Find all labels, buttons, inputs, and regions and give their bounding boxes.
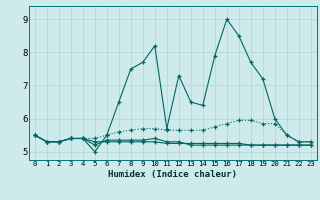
X-axis label: Humidex (Indice chaleur): Humidex (Indice chaleur)	[108, 170, 237, 179]
